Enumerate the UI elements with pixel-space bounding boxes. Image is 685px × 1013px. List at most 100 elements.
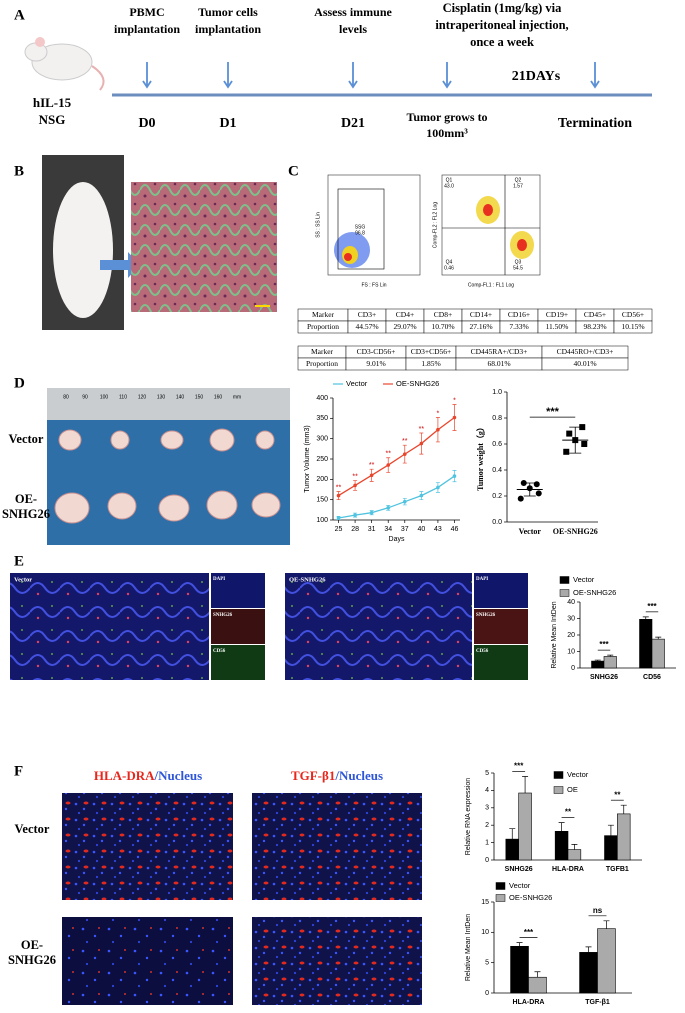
significance: **: [614, 790, 621, 799]
bar: [518, 792, 532, 861]
error-bar: [558, 822, 565, 832]
ruler-label: 120: [138, 394, 147, 400]
table-text: CD16+: [508, 310, 530, 319]
legend-label: OE-SNHG26: [573, 588, 616, 597]
point: [369, 510, 374, 515]
table-cell: [613, 320, 653, 334]
channel-label: CD56: [213, 649, 226, 654]
if-image: [62, 793, 233, 900]
image-label: OE-SNHG26: [289, 576, 326, 583]
significance: **: [565, 808, 572, 817]
point: [517, 495, 524, 502]
x-tick-label: HLA-DRA: [513, 999, 545, 1006]
row-label: Vector: [15, 822, 50, 836]
significance: *: [437, 410, 440, 417]
ruler-label: 100: [100, 394, 109, 400]
point: [336, 516, 341, 520]
point: [535, 490, 542, 497]
table-text: 68.01%: [487, 359, 510, 368]
legend-swatch: [553, 786, 564, 794]
quadrant-name: Q3: [515, 259, 522, 265]
flow-plot: [441, 174, 541, 276]
row-label: OE-: [21, 938, 43, 952]
point: [369, 473, 374, 478]
legend-label: Vector: [346, 379, 368, 388]
axis-label: FS : FS Lin: [361, 282, 386, 288]
series-line: [338, 416, 455, 497]
event-label: implantation: [114, 22, 180, 36]
channel-image: [474, 573, 528, 608]
table-text: CD45+: [584, 310, 606, 319]
x-tick-label: OE-SNHG26: [553, 527, 598, 536]
legend-swatch: [559, 589, 570, 597]
marker-name: TGF-β1: [291, 768, 335, 783]
panel-label: D: [14, 375, 25, 391]
event-day: 100mm³: [426, 126, 468, 140]
treatment-label: once a week: [470, 35, 534, 49]
error-bar: [607, 824, 614, 836]
y-tick-label: 20: [567, 632, 575, 639]
event-label: PBMC: [129, 5, 164, 19]
channel-image: [211, 573, 265, 608]
ruler: [47, 388, 290, 420]
point: [572, 437, 579, 444]
duration-label: 21DAYs: [512, 69, 561, 84]
significance: ***: [524, 928, 534, 937]
legend-label: Vector: [567, 770, 589, 779]
significance: ***: [599, 640, 609, 649]
error-bar: [642, 616, 649, 620]
y-tick-label: 100: [316, 517, 328, 524]
table-text: 7.33%: [509, 322, 528, 331]
ruler-label: mm: [233, 394, 241, 400]
event-label: implantation: [195, 22, 261, 36]
point: [386, 463, 391, 467]
table-text: CD8+: [434, 310, 452, 319]
tumors: [54, 428, 281, 524]
legend-swatch: [559, 576, 570, 584]
subject-label: NSG: [39, 112, 66, 127]
y-tick-label: 15: [481, 899, 489, 906]
table-text: 1.85%: [421, 359, 440, 368]
x-tick-label: TGF-β1: [585, 999, 610, 1006]
y-axis-label: Relative Mean IntDen: [465, 914, 472, 981]
if-image: [252, 793, 422, 900]
quadrant-value: 1.57: [513, 183, 523, 189]
arrow: [142, 62, 152, 89]
y-tick-label: 40: [567, 599, 575, 606]
panel-label: C: [288, 163, 299, 179]
channel-label: DAPI: [476, 577, 488, 582]
point: [520, 480, 527, 486]
event-label: Tumor cells: [198, 5, 258, 19]
quadrant-value: 0.46: [444, 265, 454, 271]
significance: **: [352, 473, 358, 480]
channel-label: SNHG26: [476, 613, 496, 618]
marker-name: HLA-DRA: [94, 768, 155, 783]
point: [353, 513, 357, 517]
point: [566, 430, 573, 437]
significance: ns: [593, 906, 603, 915]
significance: ***: [514, 762, 524, 771]
table-text: CD19+: [546, 310, 568, 319]
significance: ***: [647, 602, 657, 611]
y-tick-label: 5: [485, 960, 489, 967]
column-title: HLA-DRA/Nucleus: [94, 768, 202, 783]
bar: [567, 849, 582, 861]
gate-label: 96.8: [355, 230, 365, 236]
row-label: SNHG26: [8, 953, 56, 967]
quadrant-name: Q4: [446, 259, 453, 265]
error-bar: [603, 920, 610, 929]
table-cell: [541, 357, 629, 371]
y-tick-label: 0.8: [492, 415, 502, 422]
point: [419, 441, 424, 446]
x-tick-label: HLA-DRA: [552, 866, 584, 873]
y-tick-label: 10: [567, 648, 575, 655]
y-tick-label: 0.4: [492, 467, 502, 474]
point: [402, 452, 407, 456]
y-tick-label: 300: [316, 436, 328, 443]
significance: ***: [546, 406, 560, 418]
ruler-label: 110: [119, 394, 127, 400]
significance: **: [419, 426, 425, 433]
axis-label: SS : SS Lin: [315, 212, 321, 238]
table-text: Marker: [311, 347, 334, 356]
